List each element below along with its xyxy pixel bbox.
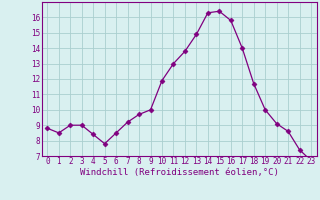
X-axis label: Windchill (Refroidissement éolien,°C): Windchill (Refroidissement éolien,°C): [80, 168, 279, 177]
